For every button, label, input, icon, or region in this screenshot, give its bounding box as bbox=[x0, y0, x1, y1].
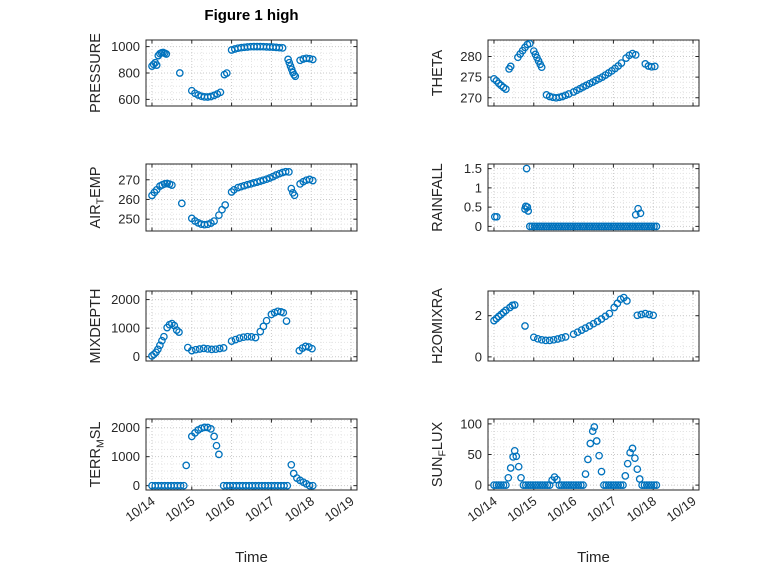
y-tick-label: 270 bbox=[460, 90, 482, 105]
y-tick-label: 250 bbox=[118, 212, 140, 227]
y-tick-label: 50 bbox=[468, 447, 482, 462]
axis-ticks bbox=[146, 40, 357, 106]
y-tick-label: 800 bbox=[118, 66, 140, 81]
y-tick-label: 1.5 bbox=[464, 161, 482, 176]
x-tick-label: 10/16 bbox=[202, 493, 237, 524]
axes-box bbox=[145, 290, 358, 362]
scatter-points bbox=[148, 42, 317, 101]
y-axis-label: SUNFLUX bbox=[430, 422, 449, 488]
y-axis-label: MIXDEPTH bbox=[88, 289, 104, 364]
x-tick-label: 10/16 bbox=[544, 493, 579, 524]
y-tick-label: 1 bbox=[475, 180, 482, 195]
x-tick-label: 10/14 bbox=[465, 493, 500, 524]
x-tick-label: 10/15 bbox=[504, 493, 539, 524]
scatter-points bbox=[148, 423, 317, 490]
y-tick-label: 0 bbox=[475, 478, 482, 493]
axis-ticks bbox=[146, 164, 357, 231]
scatter-points bbox=[490, 423, 661, 489]
major-grid bbox=[488, 291, 699, 361]
subplot-sun-flux: 0 50 100 SUNFLUX 10/14 10/15 10/16 10/17 10/18 10… bbox=[430, 416, 700, 525]
axis-ticks bbox=[146, 291, 357, 361]
figure-title: Figure 1 high bbox=[204, 7, 299, 24]
x-axis-label-left: Time bbox=[235, 549, 268, 566]
y-axis-label: THETA bbox=[430, 49, 446, 96]
y-tick-label: 100 bbox=[460, 416, 482, 431]
scatter-points bbox=[490, 164, 661, 231]
y-tick-label: 0 bbox=[475, 219, 482, 234]
y-tick-label: 2000 bbox=[111, 420, 140, 435]
y-tick-label: 2000 bbox=[111, 292, 140, 307]
y-tick-label: 0 bbox=[475, 349, 482, 364]
scatter-points bbox=[148, 167, 317, 229]
y-axis-label: TERRMSL bbox=[88, 422, 107, 488]
y-tick-label: 0 bbox=[133, 478, 140, 493]
axes-box bbox=[487, 290, 700, 362]
minor-grid bbox=[146, 419, 357, 490]
x-tick-label: 10/14 bbox=[123, 493, 158, 524]
axes-box bbox=[487, 39, 700, 107]
minor-grid bbox=[488, 164, 699, 231]
y-tick-label: 0.5 bbox=[464, 200, 482, 215]
y-tick-label: 260 bbox=[118, 192, 140, 207]
x-tick-label: 10/17 bbox=[584, 493, 619, 524]
x-tick-label: 10/19 bbox=[322, 493, 357, 524]
y-tick-label: 1000 bbox=[111, 39, 140, 54]
y-tick-label: 1000 bbox=[111, 321, 140, 336]
subplot-theta: 270 275 280 THETA bbox=[430, 39, 700, 107]
scatter-points bbox=[148, 307, 316, 360]
major-grid bbox=[146, 291, 357, 361]
subplot-air-temp: 250 260 270 AIRTEMP bbox=[88, 163, 358, 232]
minor-grid bbox=[146, 164, 357, 231]
subplot-pressure: 600 800 1000 PRESSURE bbox=[88, 33, 358, 113]
axes-box bbox=[145, 163, 358, 232]
x-tick-label: 10/15 bbox=[162, 493, 197, 524]
y-tick-label: 2 bbox=[475, 308, 482, 323]
y-axis-label: PRESSURE bbox=[88, 33, 104, 113]
scatter-points bbox=[490, 293, 658, 345]
x-tick-label: 10/17 bbox=[242, 493, 277, 524]
minor-grid bbox=[488, 291, 699, 361]
scatter-points bbox=[490, 39, 659, 102]
axes-box bbox=[487, 163, 700, 232]
subplot-rainfall: 0 0.5 1 1.5 RAINFALL bbox=[430, 161, 700, 234]
y-tick-label: 280 bbox=[460, 49, 482, 64]
y-tick-label: 275 bbox=[460, 70, 482, 85]
major-grid bbox=[146, 419, 357, 490]
y-tick-label: 1000 bbox=[111, 449, 140, 464]
subplot-mixdepth: 0 1000 2000 MIXDEPTH bbox=[88, 289, 358, 364]
x-tick-label: 10/18 bbox=[282, 493, 317, 524]
y-axis-label: H2OMIXRA bbox=[430, 288, 446, 364]
subplot-h2omixra: 0 2 H2OMIXRA bbox=[430, 288, 700, 364]
axis-ticks bbox=[488, 291, 699, 361]
y-axis-label: AIRTEMP bbox=[88, 166, 107, 228]
x-tick-label: 10/18 bbox=[624, 493, 659, 524]
minor-grid bbox=[146, 291, 357, 361]
y-tick-label: 600 bbox=[118, 92, 140, 107]
major-grid bbox=[146, 164, 357, 231]
x-tick-label: 10/19 bbox=[664, 493, 699, 524]
y-tick-label: 270 bbox=[118, 172, 140, 187]
axes-box bbox=[145, 418, 358, 491]
x-axis-label-right: Time bbox=[577, 549, 610, 566]
y-tick-label: 0 bbox=[133, 349, 140, 364]
y-axis-label: RAINFALL bbox=[430, 163, 446, 232]
